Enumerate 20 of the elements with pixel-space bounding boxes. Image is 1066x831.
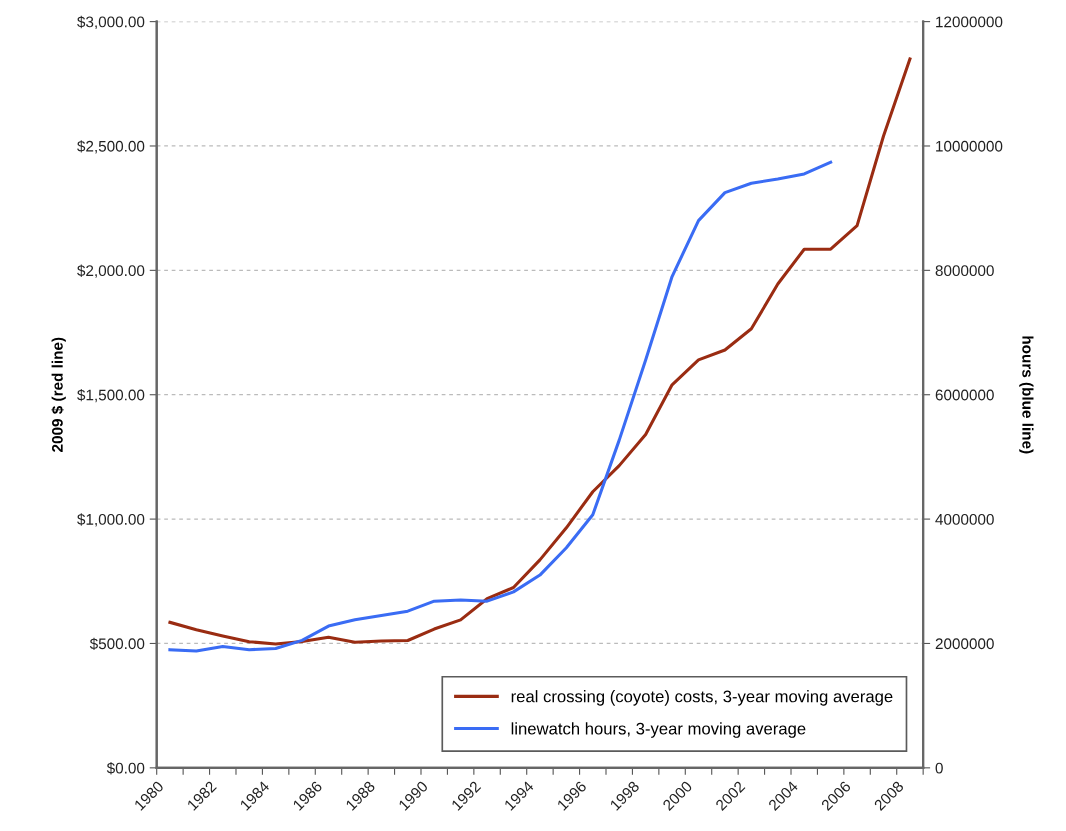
legend-label: linewatch hours, 3-year moving average — [511, 722, 806, 738]
y-tick-label: $1,500.00 — [77, 388, 145, 403]
y-tick-label: $500.00 — [89, 637, 145, 651]
y-tick-label: $1,000.00 — [77, 513, 145, 527]
line-series — [168, 160, 833, 653]
y2-tick-label: 4000000 — [935, 513, 994, 525]
y-tick-label: $3,000.00 — [77, 15, 145, 30]
y-tick-label: $0.00 — [106, 762, 145, 775]
y2-tick-label: 12000000 — [936, 16, 1003, 28]
y-tick-label: $2,500.00 — [77, 140, 145, 154]
y-axis-title: 2009 $ (red line) — [51, 337, 66, 452]
y2-axis-title: hours (blue line) — [1019, 336, 1034, 454]
y2-tick-label: 8000000 — [935, 265, 994, 277]
y-tick-label: $2,000.00 — [77, 264, 145, 278]
legend-label: real crossing (coyote) costs, 3-year moving average — [511, 690, 893, 706]
y2-tick-label: 2000000 — [935, 638, 994, 650]
line-series — [168, 57, 912, 646]
y2-tick-label: 6000000 — [935, 389, 994, 401]
y2-tick-label: 0 — [935, 762, 943, 774]
y2-tick-label: 10000000 — [936, 140, 1003, 152]
